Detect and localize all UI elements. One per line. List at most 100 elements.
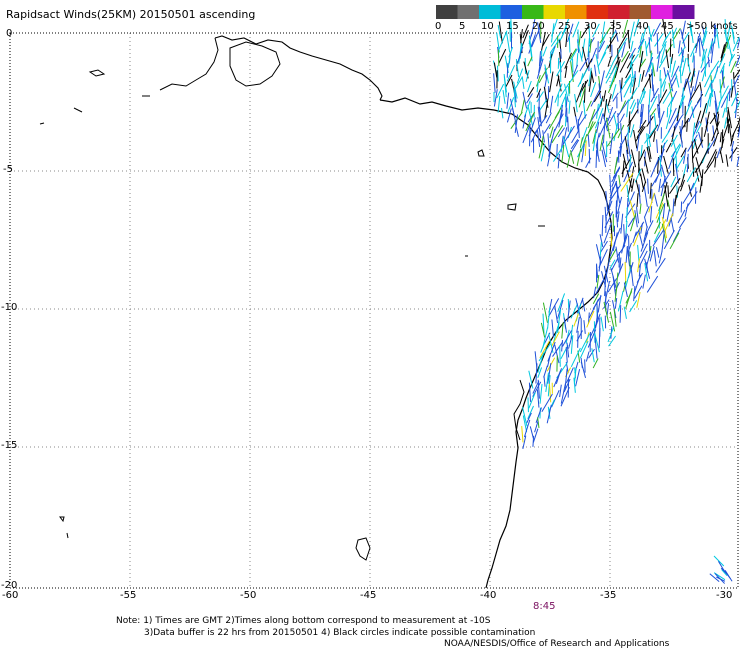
wind-vector	[588, 73, 593, 92]
wind-vector	[638, 230, 644, 248]
wind-vector	[540, 31, 546, 52]
wind-vector	[609, 133, 614, 154]
wind-vector	[537, 352, 545, 373]
wind-vector	[609, 174, 612, 193]
wind-vector	[586, 121, 596, 137]
wind-vector	[550, 31, 562, 47]
wind-vector	[553, 368, 563, 388]
wind-vector	[507, 51, 512, 69]
wind-vector	[603, 299, 610, 309]
wind-vector	[549, 126, 554, 138]
wind-vector	[576, 41, 583, 62]
wind-vector	[609, 241, 616, 257]
wind-vector	[704, 54, 707, 77]
wind-vector	[585, 157, 592, 168]
wind-vector	[601, 214, 604, 237]
wind-vector	[605, 216, 607, 233]
wind-vector	[538, 56, 542, 74]
wind-vector	[617, 112, 620, 132]
wind-vector	[676, 105, 681, 122]
wind-vector	[614, 59, 621, 79]
wind-vector	[675, 73, 680, 88]
wind-vector	[629, 76, 633, 94]
wind-vector	[712, 69, 719, 83]
wind-vector	[660, 44, 667, 64]
wind-vector	[565, 28, 569, 48]
wind-vector	[576, 317, 580, 333]
wind-vector	[526, 80, 532, 93]
wind-vector	[598, 32, 607, 49]
wind-vector	[621, 233, 627, 254]
wind-vector	[689, 24, 693, 37]
scale-label-50: >50 knots	[686, 21, 738, 32]
wind-vector	[596, 302, 599, 322]
wind-vector	[542, 302, 548, 323]
wind-vector	[661, 36, 668, 47]
wind-vector	[621, 50, 629, 63]
wind-vector	[634, 210, 638, 228]
wind-vector	[522, 406, 528, 427]
wind-vector	[579, 333, 591, 353]
wind-vector	[731, 25, 735, 44]
wind-vector	[594, 337, 598, 359]
wind-vector	[670, 143, 681, 158]
wind-vector	[714, 573, 725, 584]
wind-vector	[655, 247, 660, 258]
islands	[39, 69, 545, 561]
map-frame	[9, 32, 739, 589]
wind-vector	[700, 48, 708, 69]
wind-vector	[687, 57, 691, 73]
wind-vector	[598, 327, 601, 349]
wind-vector	[594, 332, 600, 353]
coastline-bay	[513, 379, 525, 441]
wind-vector	[595, 53, 600, 74]
wind-vector	[568, 100, 571, 114]
wind-vector	[575, 298, 582, 319]
wind-vector	[570, 324, 574, 339]
wind-vector	[700, 102, 708, 124]
wind-vector	[632, 231, 637, 243]
wind-vector	[692, 139, 704, 159]
wind-vector	[548, 139, 553, 157]
wind-vector	[661, 130, 670, 143]
wind-vector	[570, 303, 579, 319]
wind-vector	[624, 136, 629, 155]
wind-vector	[614, 282, 618, 302]
scale-label-0: 0	[435, 21, 442, 32]
wind-vector	[720, 44, 726, 59]
coastline-west	[159, 37, 219, 91]
wind-vector	[645, 56, 654, 77]
scale-swatch	[436, 5, 458, 19]
lon-label-60: -60	[2, 590, 19, 601]
wind-vector	[587, 109, 596, 128]
wind-vector	[497, 49, 500, 67]
wind-vector	[663, 67, 667, 78]
wind-vector	[641, 104, 644, 124]
wind-vector	[692, 120, 700, 138]
wind-vector	[638, 149, 646, 162]
wind-vector	[603, 222, 612, 244]
wind-vector	[642, 274, 646, 289]
wind-vector	[599, 234, 604, 248]
wind-vector	[530, 129, 538, 143]
wind-vector	[613, 156, 618, 174]
scale-label-15: 15	[506, 21, 519, 32]
wind-vector	[733, 79, 738, 102]
wind-vector	[637, 38, 645, 54]
wind-vector	[590, 47, 597, 63]
scale-label-35: 35	[609, 21, 622, 32]
wind-vector	[699, 176, 703, 193]
wind-vector	[639, 46, 642, 58]
wind-vector	[536, 91, 544, 103]
wind-vector	[657, 104, 660, 118]
wind-vector	[516, 68, 524, 84]
wind-vector	[624, 268, 631, 289]
wind-vector	[543, 365, 548, 378]
wind-vector	[606, 200, 613, 217]
wind-vector	[638, 264, 641, 277]
wind-vector	[639, 103, 643, 117]
wind-vector	[638, 184, 641, 204]
wind-vector	[553, 145, 564, 162]
scale-label-5: 5	[459, 21, 466, 32]
wind-vector	[664, 185, 669, 207]
